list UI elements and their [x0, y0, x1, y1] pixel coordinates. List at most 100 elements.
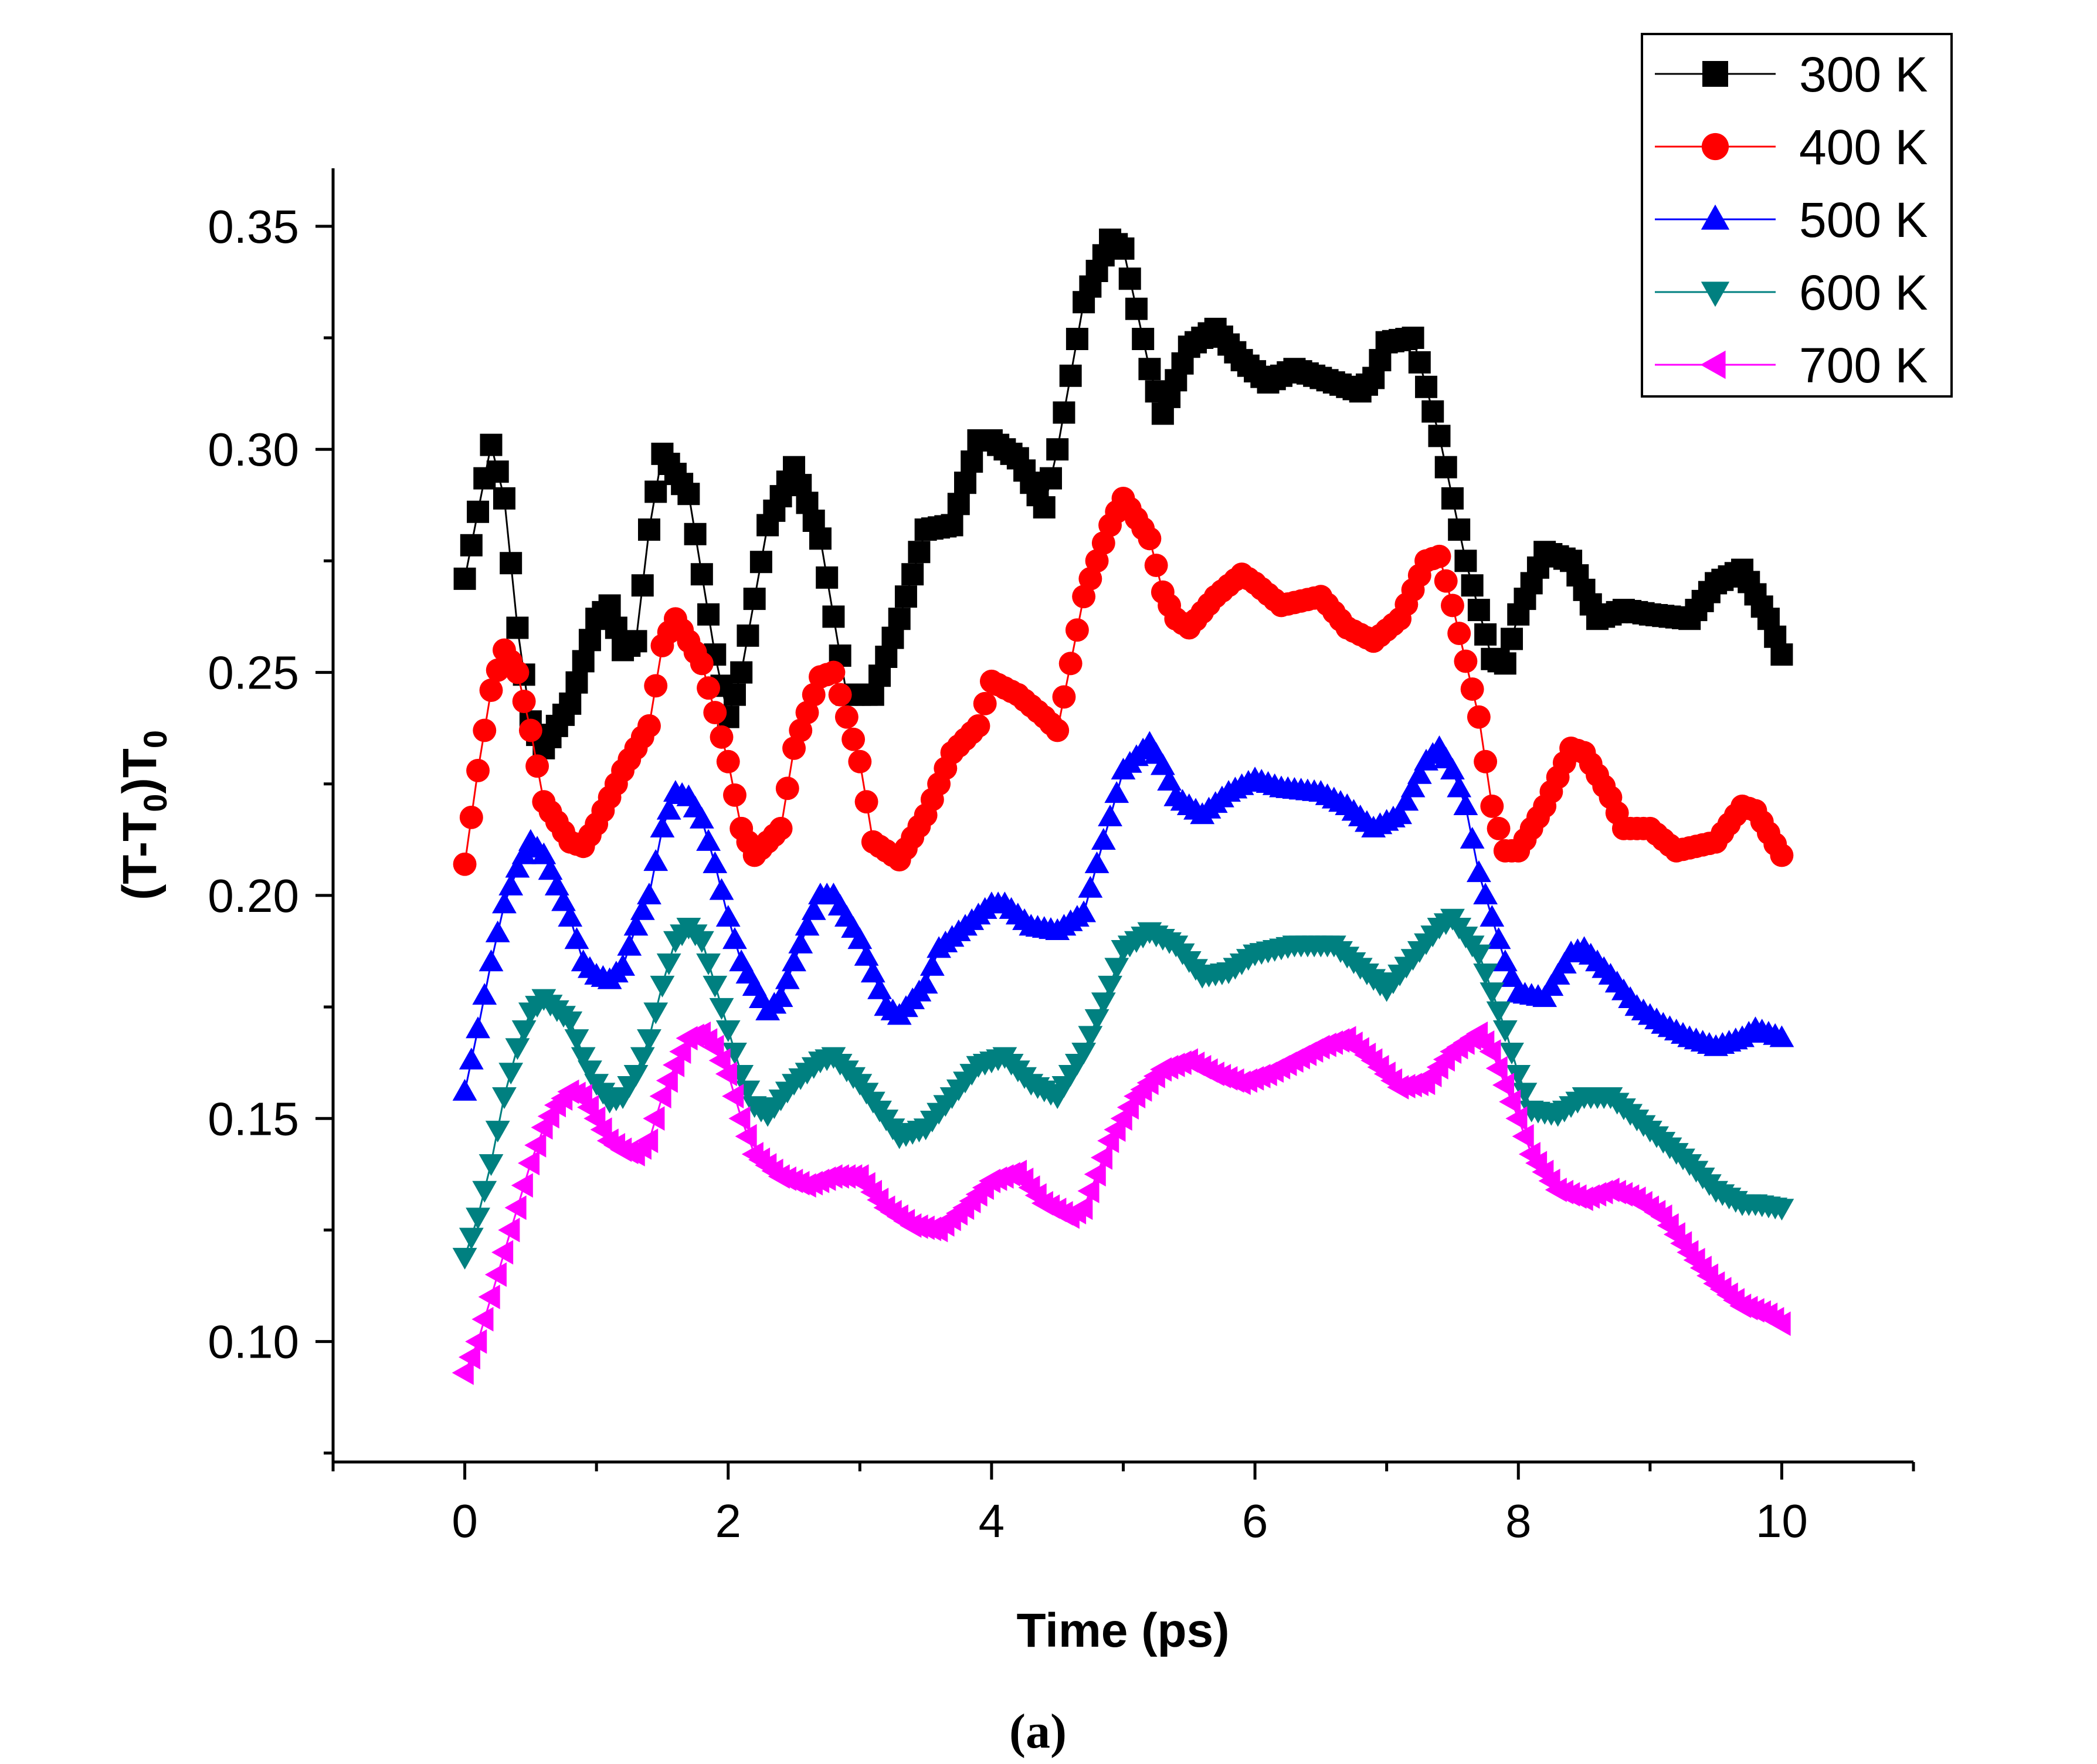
data-point [908, 541, 931, 564]
data-point [1434, 569, 1458, 593]
data-point [467, 500, 490, 523]
data-point [518, 1151, 540, 1176]
data-point [1072, 585, 1096, 609]
data-point [1552, 951, 1577, 974]
data-point [498, 1217, 520, 1243]
data-point [472, 983, 497, 1005]
data-point [722, 1084, 744, 1109]
data-point [1402, 327, 1424, 350]
data-point [610, 954, 635, 976]
data-point [485, 1121, 510, 1143]
data-point [709, 998, 734, 1020]
data-point [643, 1106, 665, 1131]
x-tick-label: 2 [715, 1495, 742, 1547]
y-axis-label-sub2: 0 [137, 730, 174, 748]
data-point [913, 972, 938, 994]
data-point [1046, 438, 1069, 461]
data-point [782, 949, 806, 972]
y-tick-label: 0.30 [208, 423, 299, 476]
data-point [1053, 401, 1075, 424]
data-point [973, 691, 997, 715]
data-point [789, 718, 813, 742]
data-point [1104, 781, 1129, 803]
data-point [901, 563, 924, 586]
data-point [801, 898, 826, 920]
data-point [1466, 944, 1491, 966]
data-point [551, 889, 576, 911]
data-point [775, 967, 800, 989]
data-point [505, 856, 530, 878]
legend-entry: 500 K [1655, 192, 1928, 247]
data-point [689, 806, 714, 829]
data-point [1512, 1124, 1534, 1149]
data-point [1046, 718, 1070, 742]
data-point [1485, 1056, 1508, 1081]
data-point [1434, 456, 1457, 479]
data-point [1104, 958, 1129, 980]
data-point [854, 944, 879, 966]
data-point [1112, 237, 1135, 260]
data-point [564, 1029, 589, 1051]
data-point [458, 1345, 481, 1370]
data-point [605, 616, 627, 639]
data-point [966, 714, 990, 738]
data-point [1480, 905, 1505, 927]
data-point [696, 829, 721, 851]
data-point [861, 683, 884, 706]
data-point [788, 931, 813, 954]
data-point [1486, 1001, 1511, 1023]
data-point [511, 1020, 537, 1042]
data-point [460, 534, 483, 557]
data-point [511, 842, 537, 864]
data-point [630, 1047, 655, 1069]
series-300-k [453, 228, 1793, 759]
data-point [809, 527, 832, 550]
data-point [1427, 544, 1451, 568]
data-point [631, 574, 654, 597]
data-point [841, 727, 866, 751]
data-point [1769, 1199, 1794, 1221]
series-400-k [453, 486, 1794, 876]
y-tick-label: 0.25 [208, 647, 299, 699]
data-point [1440, 758, 1465, 780]
data-point [710, 725, 734, 749]
data-point [822, 605, 845, 628]
legend-entry: 600 K [1655, 265, 1928, 320]
tick-labels: 0 2 4 6 8 10 0.10 0.15 0.20 0.25 0.30 0.35 [208, 201, 1808, 1547]
data-point [834, 705, 859, 729]
data-point [1499, 1089, 1521, 1114]
legend-label: 300 K [1799, 47, 1928, 102]
data-point [1494, 652, 1516, 675]
data-point [1479, 1039, 1501, 1064]
data-point [1480, 982, 1505, 1005]
legend-marker [1701, 281, 1730, 307]
data-point [703, 975, 728, 998]
legend-marker [1701, 204, 1730, 230]
data-point [466, 758, 490, 782]
data-point [1532, 985, 1558, 1007]
data-point [578, 1060, 602, 1083]
data-point [1039, 467, 1062, 490]
data-point [947, 493, 970, 515]
data-point [459, 805, 483, 829]
y-tick-label: 0.10 [208, 1316, 299, 1368]
data-point [565, 671, 588, 694]
data-point [644, 674, 668, 698]
data-point [709, 878, 734, 900]
data-point [730, 661, 753, 684]
data-point [875, 645, 898, 668]
data-point [453, 567, 476, 590]
data-point [1769, 1025, 1794, 1047]
data-point [1091, 992, 1116, 1015]
data-point [480, 433, 503, 456]
data-point [558, 1011, 583, 1033]
data-point [1441, 487, 1464, 510]
data-point [1071, 1195, 1093, 1220]
data-point [716, 749, 740, 774]
data-point [735, 1124, 757, 1149]
x-tick-label: 10 [1756, 1495, 1808, 1547]
data-point [795, 914, 820, 936]
data-point [466, 1016, 490, 1039]
data-point [1501, 627, 1523, 650]
x-tick-label: 4 [979, 1495, 1005, 1547]
